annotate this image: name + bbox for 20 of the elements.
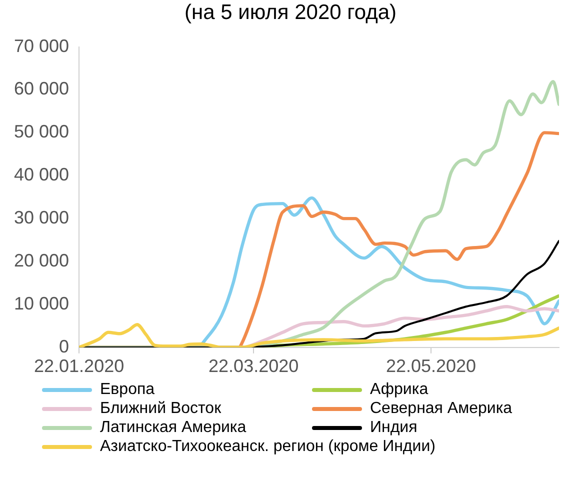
y-tick-label: 50 000 bbox=[14, 122, 70, 142]
y-tick-label: 40 000 bbox=[14, 164, 70, 185]
x-tick-label: 22.01.2020 bbox=[34, 356, 124, 376]
y-tick-label: 60 000 bbox=[14, 78, 70, 99]
legend-label: Латинская Америка bbox=[100, 419, 246, 437]
y-tick-label: 20 000 bbox=[14, 250, 70, 270]
x-tick-label: 22.03.2020 bbox=[208, 356, 299, 376]
legend-label: Африка bbox=[370, 381, 428, 399]
y-tick-label: 10 000 bbox=[14, 293, 70, 314]
chart-title: (на 5 июля 2020 года) bbox=[184, 0, 398, 26]
x-tick-label: 22.05.2020 bbox=[386, 356, 476, 376]
line-series bbox=[200, 196, 559, 347]
legend-label: Азиатско-Тихоокеанск. регион (кроме Индии) bbox=[100, 438, 436, 456]
legend-label: Северная Америка bbox=[370, 400, 512, 418]
legend-label: Ближний Восток bbox=[100, 400, 222, 418]
legend-label: Европа bbox=[100, 381, 155, 399]
y-tick-label: 0 bbox=[59, 336, 70, 356]
y-tick-label: 30 000 bbox=[14, 208, 70, 228]
legend-label: Индия bbox=[370, 419, 418, 437]
y-tick-label: 70 000 bbox=[14, 36, 70, 56]
